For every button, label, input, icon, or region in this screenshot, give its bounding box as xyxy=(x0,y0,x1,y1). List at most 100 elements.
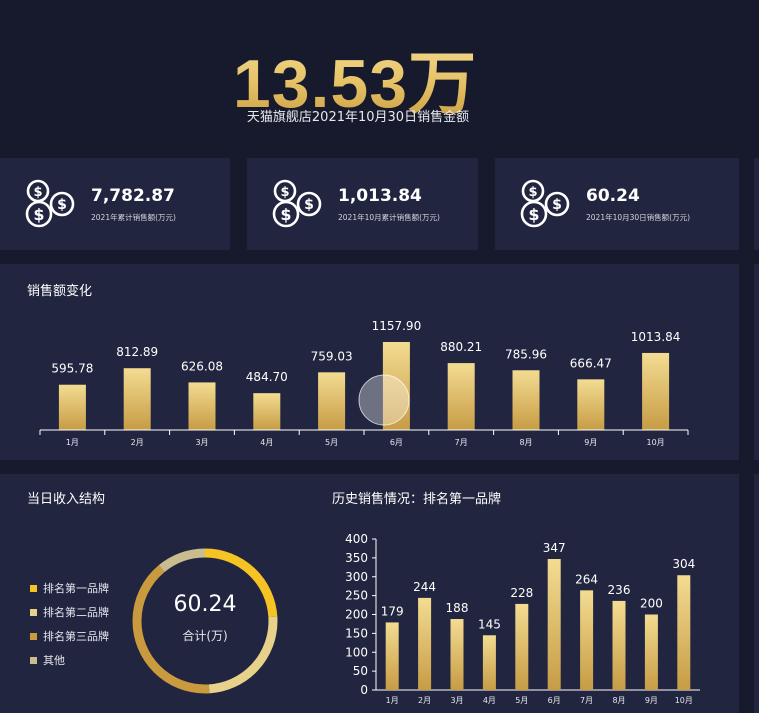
bar[interactable] xyxy=(385,622,399,690)
y-tick-label: 300 xyxy=(345,570,368,584)
x-tick-label: 8月 xyxy=(519,438,532,447)
bar[interactable] xyxy=(188,382,216,430)
panel-overflow xyxy=(754,474,759,713)
data-label: 666.47 xyxy=(570,356,612,370)
data-label: 595.78 xyxy=(51,362,93,376)
x-tick-label: 1月 xyxy=(66,438,79,447)
x-tick-label: 7月 xyxy=(455,438,468,447)
y-tick-label: 250 xyxy=(345,589,368,603)
stat-label: 2021年10月累计销售额(万元) xyxy=(338,213,440,222)
bar[interactable] xyxy=(382,342,410,430)
stat-label: 2021年10月30日销售额(万元) xyxy=(586,213,691,222)
data-label: 244 xyxy=(413,580,436,594)
bar[interactable] xyxy=(318,372,346,430)
donut-slice[interactable] xyxy=(132,548,278,694)
legend-swatch xyxy=(30,656,37,664)
data-label: 484.70 xyxy=(246,370,288,384)
data-label: 200 xyxy=(640,597,663,611)
data-label: 236 xyxy=(608,583,631,597)
x-tick-label: 3月 xyxy=(195,438,208,447)
x-tick-label: 5月 xyxy=(325,438,338,447)
stat-card-day: $ $ $ 60.24 2021年10月30日销售额(万元) xyxy=(495,158,739,250)
x-tick-label: 6月 xyxy=(390,438,403,447)
bar[interactable] xyxy=(677,575,691,690)
data-label: 179 xyxy=(381,604,404,618)
income-structure-donut xyxy=(132,548,278,694)
bar[interactable] xyxy=(253,393,281,430)
x-tick-label: 10月 xyxy=(647,438,665,447)
bar[interactable] xyxy=(547,559,561,690)
bar[interactable] xyxy=(58,384,86,430)
x-tick-label: 6月 xyxy=(548,696,561,705)
x-tick-label: 9月 xyxy=(584,438,597,447)
stat-card-overflow xyxy=(754,158,759,250)
y-tick-label: 150 xyxy=(345,626,368,640)
total-sales-value: 13.53万 xyxy=(0,28,710,127)
cursor-highlight xyxy=(358,374,410,426)
donut-legend: 排名第一品牌 排名第二品牌 排名第三品牌 其他 xyxy=(30,576,109,672)
svg-text:$: $ xyxy=(552,197,562,213)
bar[interactable] xyxy=(447,363,475,430)
bar[interactable] xyxy=(577,379,605,430)
coins-dollar-icon: $ $ $ xyxy=(272,179,322,228)
history-sales-title: 历史销售情况：排名第一品牌 xyxy=(332,492,502,507)
stat-card-year: $ $ $ 7,782.87 2021年累计销售额(万元) xyxy=(0,158,230,250)
x-tick-label: 9月 xyxy=(645,696,658,705)
svg-text:$: $ xyxy=(280,205,291,224)
income-structure-title: 当日收入结构 xyxy=(27,492,106,507)
bar[interactable] xyxy=(512,370,540,430)
legend-item[interactable]: 排名第三品牌 xyxy=(30,624,109,648)
bar[interactable] xyxy=(450,619,464,690)
donut-center-value: 60.24 xyxy=(173,592,237,617)
svg-text:$: $ xyxy=(528,185,537,200)
monthly-sales-title: 销售额变化 xyxy=(27,284,93,299)
legend-item[interactable]: 排名第二品牌 xyxy=(30,600,109,624)
x-tick-label: 2月 xyxy=(131,438,144,447)
bar[interactable] xyxy=(123,368,151,430)
bar[interactable] xyxy=(642,352,670,430)
bar[interactable] xyxy=(418,597,432,690)
data-label: 228 xyxy=(510,586,533,600)
data-label: 347 xyxy=(543,541,566,555)
history-sales-chart: 0 50 100 150 200 250 300 350 400 179 1月 244 2月 188 3月… xyxy=(345,532,700,705)
monthly-sales-panel: 销售额变化 xyxy=(0,264,739,460)
donut-slice[interactable] xyxy=(132,548,278,694)
y-tick-label: 400 xyxy=(345,532,368,546)
x-tick-label: 4月 xyxy=(483,696,496,705)
bar[interactable] xyxy=(515,603,529,690)
x-tick-label: 7月 xyxy=(580,696,593,705)
bar[interactable] xyxy=(612,600,626,690)
x-tick-label: 1月 xyxy=(386,696,399,705)
data-label: 880.21 xyxy=(440,340,482,354)
legend-item[interactable]: 排名第一品牌 xyxy=(30,576,109,600)
legend-item[interactable]: 其他 xyxy=(30,648,109,672)
coins-dollar-icon: $ $ $ xyxy=(25,179,75,228)
x-tick-label: 4月 xyxy=(260,438,273,447)
stat-value: 1,013.84 xyxy=(338,186,422,206)
bar[interactable] xyxy=(580,590,594,690)
x-tick-label: 3月 xyxy=(450,696,463,705)
data-label: 264 xyxy=(575,572,598,586)
stat-value: 60.24 xyxy=(586,186,640,206)
legend-swatch xyxy=(30,608,37,616)
y-tick-label: 350 xyxy=(345,551,368,565)
svg-text:$: $ xyxy=(528,205,539,224)
svg-text:$: $ xyxy=(304,197,314,213)
svg-text:$: $ xyxy=(280,185,289,200)
donut-center-label: 合计(万) xyxy=(182,629,228,643)
y-tick-label: 0 xyxy=(360,683,368,697)
monthly-sales-chart: 595.78 812.89 626.08 484.70 759.03 1157.90 880… xyxy=(39,319,689,447)
y-tick-label: 50 xyxy=(353,664,368,678)
data-label: 145 xyxy=(478,617,501,631)
bar[interactable] xyxy=(482,635,496,690)
data-label: 1013.84 xyxy=(631,330,681,344)
x-tick-label: 10月 xyxy=(675,696,693,705)
data-label: 812.89 xyxy=(116,345,158,359)
data-label: 1157.90 xyxy=(372,319,422,333)
total-sales-caption: 天猫旗舰店2021年10月30日销售金额 xyxy=(246,110,470,125)
bar[interactable] xyxy=(644,614,658,691)
legend-swatch xyxy=(30,584,37,592)
donut-slice[interactable] xyxy=(132,548,278,694)
data-label: 304 xyxy=(672,557,695,571)
legend-label: 其他 xyxy=(43,654,65,667)
